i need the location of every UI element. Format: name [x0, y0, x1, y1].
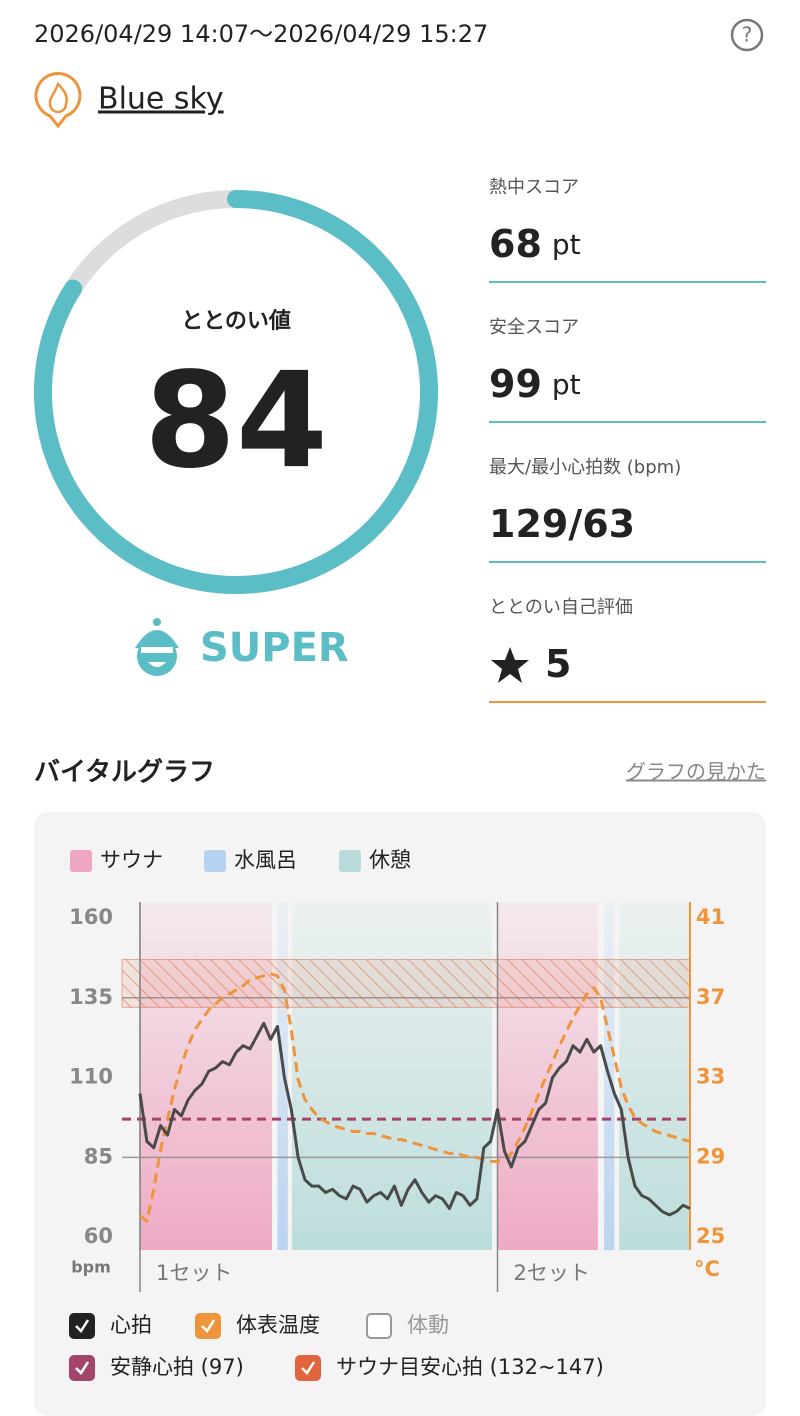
legend-swatch	[204, 850, 226, 872]
legend-label: 休憩	[369, 848, 411, 872]
legend-checkbox[interactable]	[366, 1313, 392, 1339]
series-line	[139, 972, 691, 1223]
score-number: 5	[545, 642, 571, 686]
score-value: 129/63	[489, 502, 635, 546]
y2-tick-label: 29	[696, 1144, 725, 1168]
star-icon	[491, 647, 529, 683]
section-title: バイタルグラフ	[34, 758, 215, 788]
vital-chart: サウナ 水風呂 休憩 1セット 2セット 160 135 110 85 60 41 37 33 29 25 b…	[69, 848, 725, 1381]
target-zone	[121, 958, 691, 1008]
legend-swatch	[70, 850, 92, 872]
y-tick-label: 160	[69, 905, 113, 929]
phase-band	[619, 902, 690, 1250]
graph-help-link[interactable]: グラフの見かた	[626, 760, 766, 784]
score-value: 68 pt	[489, 222, 581, 266]
score-unit: pt	[552, 228, 581, 261]
legend-checkbox[interactable]	[295, 1355, 321, 1381]
phase-band	[291, 902, 492, 1250]
legend-label: 安静心拍 (97)	[110, 1355, 244, 1379]
y2-unit: °C	[694, 1257, 720, 1281]
session-datetime: 2026/04/29 14:07～2026/04/29 15:27	[34, 20, 488, 48]
facility-icon	[34, 72, 82, 129]
checkmark	[201, 1319, 216, 1333]
score-label: 安全スコア	[489, 317, 579, 338]
rank-icon	[135, 618, 179, 676]
phase-band	[277, 902, 288, 1250]
score-label: 熱中スコア	[489, 177, 579, 198]
score-value: 5	[545, 642, 571, 686]
score-unit: pt	[552, 368, 581, 401]
score-number: 99	[489, 362, 542, 406]
help-mark[interactable]: ?	[742, 23, 753, 47]
gauge-arc	[34, 190, 438, 594]
y-tick-label: 135	[69, 985, 113, 1009]
y-tick-label: 110	[69, 1065, 113, 1089]
gauge	[34, 190, 438, 594]
facility-name[interactable]: Blue sky	[98, 82, 224, 117]
help-icon[interactable]	[730, 18, 764, 52]
legend-checkbox[interactable]	[69, 1313, 95, 1339]
legend-checkbox[interactable]	[195, 1313, 221, 1339]
phase-band	[497, 902, 598, 1250]
y2-tick-label: 33	[696, 1065, 725, 1089]
legend-label: 体表温度	[236, 1313, 320, 1337]
y-tick-label: 85	[84, 1144, 113, 1168]
score-value: 99 pt	[489, 362, 581, 406]
set-label: 1セット	[156, 1261, 232, 1285]
legend-checkbox[interactable]	[69, 1355, 95, 1381]
y2-tick-label: 25	[696, 1224, 725, 1248]
score-number: 68	[489, 222, 542, 266]
legend-label: 体動	[407, 1313, 449, 1337]
set-label: 2セット	[514, 1261, 590, 1285]
rank-label: SUPER	[200, 625, 349, 671]
y-tick-label: 60	[84, 1224, 113, 1248]
legend-label: サウナ目安心拍 (132~147)	[336, 1355, 604, 1379]
y2-tick-label: 37	[696, 985, 725, 1009]
legend-label: 水風呂	[234, 848, 297, 872]
score-label: 最大/最小心拍数 (bpm)	[489, 457, 681, 478]
y-unit: bpm	[71, 1258, 111, 1277]
checkmark	[301, 1361, 316, 1375]
y2-tick-label: 41	[696, 905, 725, 929]
checkmark	[75, 1361, 90, 1375]
score-number: 129/63	[489, 502, 635, 546]
score-label: ととのい自己評価	[489, 597, 633, 618]
score-list: 熱中スコア 68 pt 安全スコア 99 pt 最大/最小心拍数 (bpm) 129/63 とと…	[489, 177, 766, 703]
gauge-label: ととのい値	[181, 309, 291, 334]
legend-swatch	[339, 850, 361, 872]
legend-label: 心拍	[110, 1313, 152, 1337]
checkmark	[75, 1319, 90, 1333]
legend-label: サウナ	[100, 848, 163, 872]
gauge-value: 84	[144, 344, 328, 498]
series-line	[138, 1021, 691, 1217]
